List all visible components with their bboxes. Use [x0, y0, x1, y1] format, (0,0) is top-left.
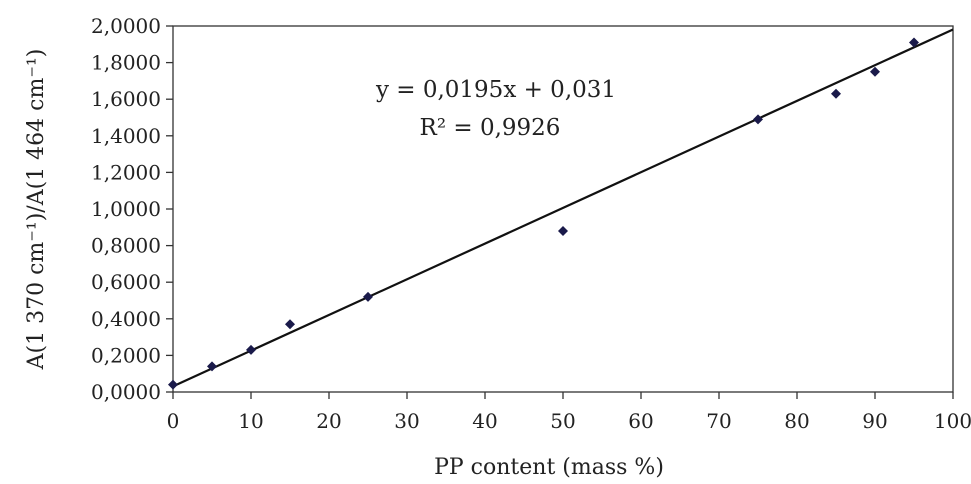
y-tick-label: 2,0000: [91, 14, 161, 38]
data-point: [285, 319, 295, 330]
data-point: [558, 225, 568, 236]
y-tick-label: 0,0000: [91, 380, 161, 404]
x-tick-label: 30: [394, 409, 419, 433]
data-point: [168, 379, 178, 390]
x-tick-label: 80: [784, 409, 809, 433]
x-axis-ticks: 0 10 20 30 40 50 60 70 80 90 100: [167, 392, 971, 433]
y-tick-label: 1,6000: [91, 87, 161, 111]
data-point: [870, 66, 880, 77]
x-tick-label: 10: [238, 409, 263, 433]
x-tick-label: 100: [934, 409, 971, 433]
y-tick-label: 0,6000: [91, 270, 161, 294]
x-tick-label: 40: [472, 409, 497, 433]
x-tick-label: 60: [628, 409, 653, 433]
y-tick-label: 0,8000: [91, 234, 161, 258]
data-points: [168, 37, 919, 390]
y-tick-label: 1,0000: [91, 197, 161, 221]
y-tick-label: 1,8000: [91, 51, 161, 75]
equation-annotation: y = 0,0195x + 0,031: [375, 77, 616, 103]
data-point: [909, 37, 919, 48]
y-axis-title: A(1 370 cm⁻¹)/A(1 464 cm⁻¹): [24, 49, 49, 371]
y-tick-label: 1,4000: [91, 124, 161, 148]
data-point: [246, 344, 256, 355]
y-axis-ticks: 0,0000 0,2000 0,4000 0,6000 0,8000 1,0000 1,20…: [91, 14, 173, 404]
data-point: [831, 88, 841, 99]
x-tick-label: 20: [316, 409, 341, 433]
data-point: [753, 114, 763, 125]
data-point: [207, 361, 217, 372]
y-tick-label: 0,4000: [91, 307, 161, 331]
x-tick-label: 50: [550, 409, 575, 433]
x-tick-label: 90: [862, 409, 887, 433]
r-squared-annotation: R² = 0,9926: [420, 115, 561, 141]
trendline: [172, 28, 954, 388]
data-point: [363, 291, 373, 302]
x-axis-title: PP content (mass %): [434, 455, 664, 480]
y-tick-label: 0,2000: [91, 343, 161, 367]
x-tick-label: 0: [167, 409, 180, 433]
x-tick-label: 70: [706, 409, 731, 433]
y-tick-label: 1,2000: [91, 160, 161, 184]
